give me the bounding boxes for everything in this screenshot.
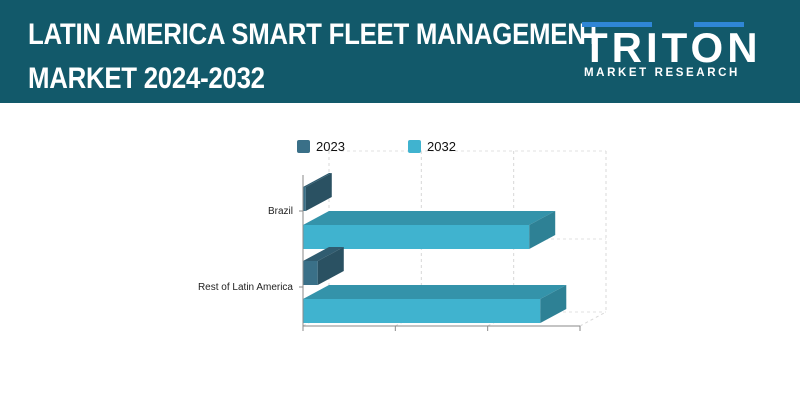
bar-front-face [303,225,530,249]
header-banner: LATIN AMERICA SMART FLEET MANAGEMENT MAR… [0,0,800,103]
bar-top-face [303,247,344,261]
bar-front-face [303,261,318,285]
logo-word: TRITON [582,24,762,66]
page-title: LATIN AMERICA SMART FLEET MANAGEMENT MAR… [28,13,602,101]
logo-accent-bar-right [694,22,744,27]
legend-swatch-2023 [297,140,310,153]
bar-top-face [303,285,567,299]
title-line-1: LATIN AMERICA SMART FLEET MANAGEMENT [28,18,602,51]
triton-logo-wordmark: TRITON [582,22,762,66]
bar-top-face [303,211,556,225]
bar-front-face [303,299,541,323]
bar-2023-rest-of-latin-america [303,247,344,285]
bar-end-face [529,211,556,249]
bar-2032-rest-of-latin-america [303,285,567,323]
chart-legend: 2023 2032 [297,139,456,154]
gridline-floor [579,311,607,327]
bar-end-face [305,173,332,211]
title-line-2: MARKET 2024-2032 [28,62,265,95]
legend-swatch-2032 [408,140,421,153]
bar-2023-brazil [303,173,332,211]
logo-tagline: MARKET RESEARCH [584,67,740,79]
bar-top-face [303,173,332,187]
bar-2032-brazil [303,211,556,249]
logo-accent-bar-left [582,22,652,27]
bar-end-face [317,247,344,285]
legend-label-2032: 2032 [427,139,456,154]
triton-logo: TRITON MARKET RESEARCH [582,22,772,82]
chart-bars [303,173,567,323]
bar-front-face [303,187,306,211]
category-label: Rest of Latin America [198,282,293,293]
legend-label-2023: 2023 [316,139,345,154]
bar-end-face [540,285,567,323]
chart-axis: Brazil Rest of Latin America [198,175,581,331]
bar-chart: 2023 2032 Brazil Rest of Latin America [198,139,607,331]
category-label: Brazil [268,206,293,217]
